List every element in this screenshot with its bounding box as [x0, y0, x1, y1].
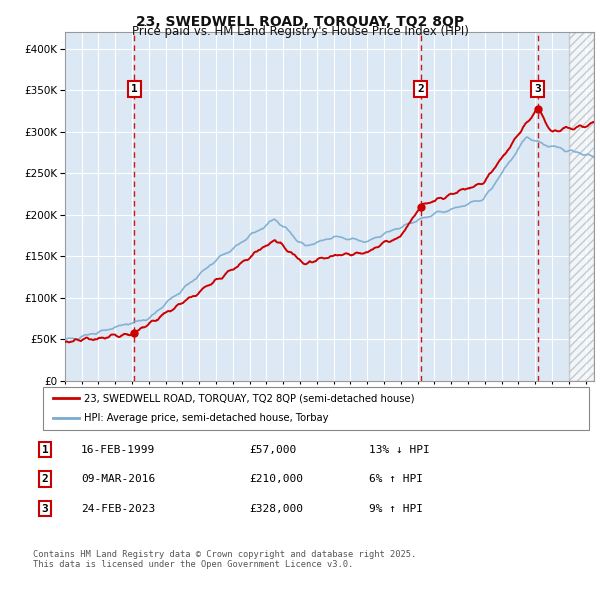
Text: £210,000: £210,000	[249, 474, 303, 484]
Text: Price paid vs. HM Land Registry's House Price Index (HPI): Price paid vs. HM Land Registry's House …	[131, 25, 469, 38]
Bar	[569, 32, 594, 381]
FancyBboxPatch shape	[43, 387, 589, 430]
Text: This data is licensed under the Open Government Licence v3.0.: This data is licensed under the Open Gov…	[33, 560, 353, 569]
Text: 24-FEB-2023: 24-FEB-2023	[81, 504, 155, 513]
Text: Contains HM Land Registry data © Crown copyright and database right 2025.: Contains HM Land Registry data © Crown c…	[33, 550, 416, 559]
Text: 09-MAR-2016: 09-MAR-2016	[81, 474, 155, 484]
Text: 6% ↑ HPI: 6% ↑ HPI	[369, 474, 423, 484]
Text: 2: 2	[41, 474, 49, 484]
Text: 23, SWEDWELL ROAD, TORQUAY, TQ2 8QP: 23, SWEDWELL ROAD, TORQUAY, TQ2 8QP	[136, 15, 464, 29]
Text: 13% ↓ HPI: 13% ↓ HPI	[369, 445, 430, 454]
Text: 1: 1	[41, 445, 49, 454]
Text: £57,000: £57,000	[249, 445, 296, 454]
Text: £328,000: £328,000	[249, 504, 303, 513]
Text: 16-FEB-1999: 16-FEB-1999	[81, 445, 155, 454]
Text: 2: 2	[418, 84, 424, 94]
Text: 3: 3	[41, 504, 49, 513]
Text: 3: 3	[535, 84, 541, 94]
Text: HPI: Average price, semi-detached house, Torbay: HPI: Average price, semi-detached house,…	[84, 414, 329, 424]
Text: 23, SWEDWELL ROAD, TORQUAY, TQ2 8QP (semi-detached house): 23, SWEDWELL ROAD, TORQUAY, TQ2 8QP (sem…	[84, 393, 415, 403]
Text: 9% ↑ HPI: 9% ↑ HPI	[369, 504, 423, 513]
Text: 1: 1	[131, 84, 137, 94]
